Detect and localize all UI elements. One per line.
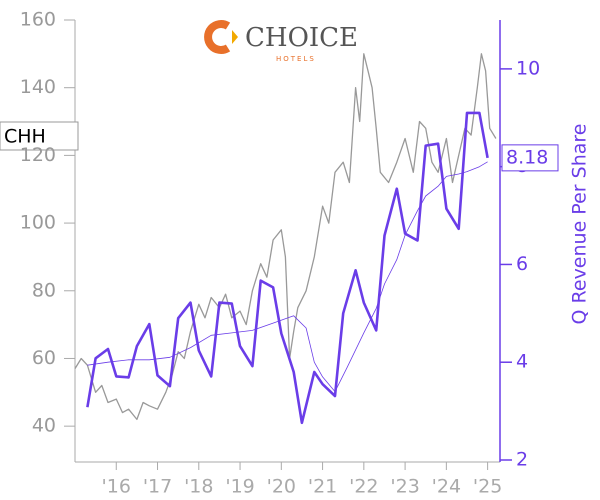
logo-text: CHOICE bbox=[245, 23, 358, 53]
series-line bbox=[74, 53, 497, 421]
y-tick-label: 120 bbox=[20, 144, 56, 166]
logo-mark bbox=[204, 20, 231, 54]
x-tick-label: '25 bbox=[473, 476, 502, 498]
y-tick-label: 80 bbox=[32, 279, 56, 301]
plot bbox=[74, 53, 497, 425]
x-tick-label: '16 bbox=[102, 476, 131, 498]
y-tick-label: 60 bbox=[32, 347, 56, 369]
ticker-box bbox=[0, 121, 79, 151]
logo: CHOICE HOTELS bbox=[204, 20, 358, 63]
logo-mark-inner bbox=[232, 30, 238, 44]
x-tick-label: '17 bbox=[143, 476, 172, 498]
y2-tick-label: 2 bbox=[516, 449, 528, 471]
series-line bbox=[86, 111, 489, 425]
last-value-box bbox=[501, 144, 559, 172]
x-tick-label: '20 bbox=[267, 476, 296, 498]
y-tick-label: 40 bbox=[32, 415, 56, 437]
y-tick-label: 100 bbox=[20, 212, 56, 234]
x-tick-label: '24 bbox=[432, 476, 461, 498]
logo-subtext: HOTELS bbox=[276, 55, 316, 63]
y2-tick-label: 4 bbox=[516, 351, 528, 373]
y2-tick-label: 6 bbox=[516, 253, 528, 275]
y2-axis-label: Q Revenue Per Share bbox=[569, 124, 591, 325]
y2-tick-label: 10 bbox=[516, 57, 540, 79]
last-value-label: 8.18 bbox=[506, 146, 548, 168]
y-tick-label: 140 bbox=[20, 76, 56, 98]
x-tick-label: '22 bbox=[349, 476, 378, 498]
series-line bbox=[87, 161, 488, 392]
x-tick-label: '18 bbox=[184, 476, 213, 498]
x-tick-label: '23 bbox=[390, 476, 419, 498]
y-tick-label: 160 bbox=[20, 9, 56, 31]
ticker-label: CHH bbox=[4, 126, 46, 148]
x-tick-label: '21 bbox=[308, 476, 337, 498]
x-tick-label: '19 bbox=[225, 476, 254, 498]
